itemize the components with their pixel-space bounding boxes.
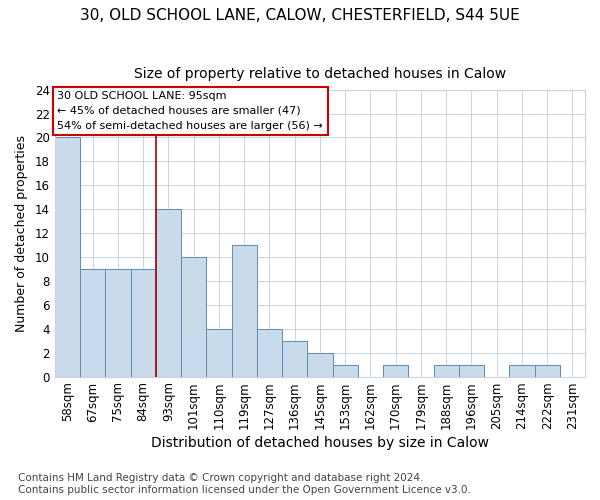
X-axis label: Distribution of detached houses by size in Calow: Distribution of detached houses by size … <box>151 436 489 450</box>
Bar <box>282 340 307 376</box>
Title: Size of property relative to detached houses in Calow: Size of property relative to detached ho… <box>134 68 506 82</box>
Bar <box>434 364 459 376</box>
Bar <box>55 138 80 376</box>
Bar <box>509 364 535 376</box>
Bar <box>332 364 358 376</box>
Text: 30 OLD SCHOOL LANE: 95sqm
← 45% of detached houses are smaller (47)
54% of semi-: 30 OLD SCHOOL LANE: 95sqm ← 45% of detac… <box>58 91 323 130</box>
Bar <box>307 352 332 376</box>
Bar <box>383 364 408 376</box>
Text: 30, OLD SCHOOL LANE, CALOW, CHESTERFIELD, S44 5UE: 30, OLD SCHOOL LANE, CALOW, CHESTERFIELD… <box>80 8 520 22</box>
Bar <box>257 328 282 376</box>
Text: Contains HM Land Registry data © Crown copyright and database right 2024.
Contai: Contains HM Land Registry data © Crown c… <box>18 474 471 495</box>
Bar <box>459 364 484 376</box>
Bar <box>156 209 181 376</box>
Bar <box>131 269 156 376</box>
Bar <box>232 245 257 376</box>
Bar <box>80 269 106 376</box>
Bar <box>535 364 560 376</box>
Bar <box>206 328 232 376</box>
Bar <box>181 257 206 376</box>
Bar <box>106 269 131 376</box>
Y-axis label: Number of detached properties: Number of detached properties <box>15 134 28 332</box>
